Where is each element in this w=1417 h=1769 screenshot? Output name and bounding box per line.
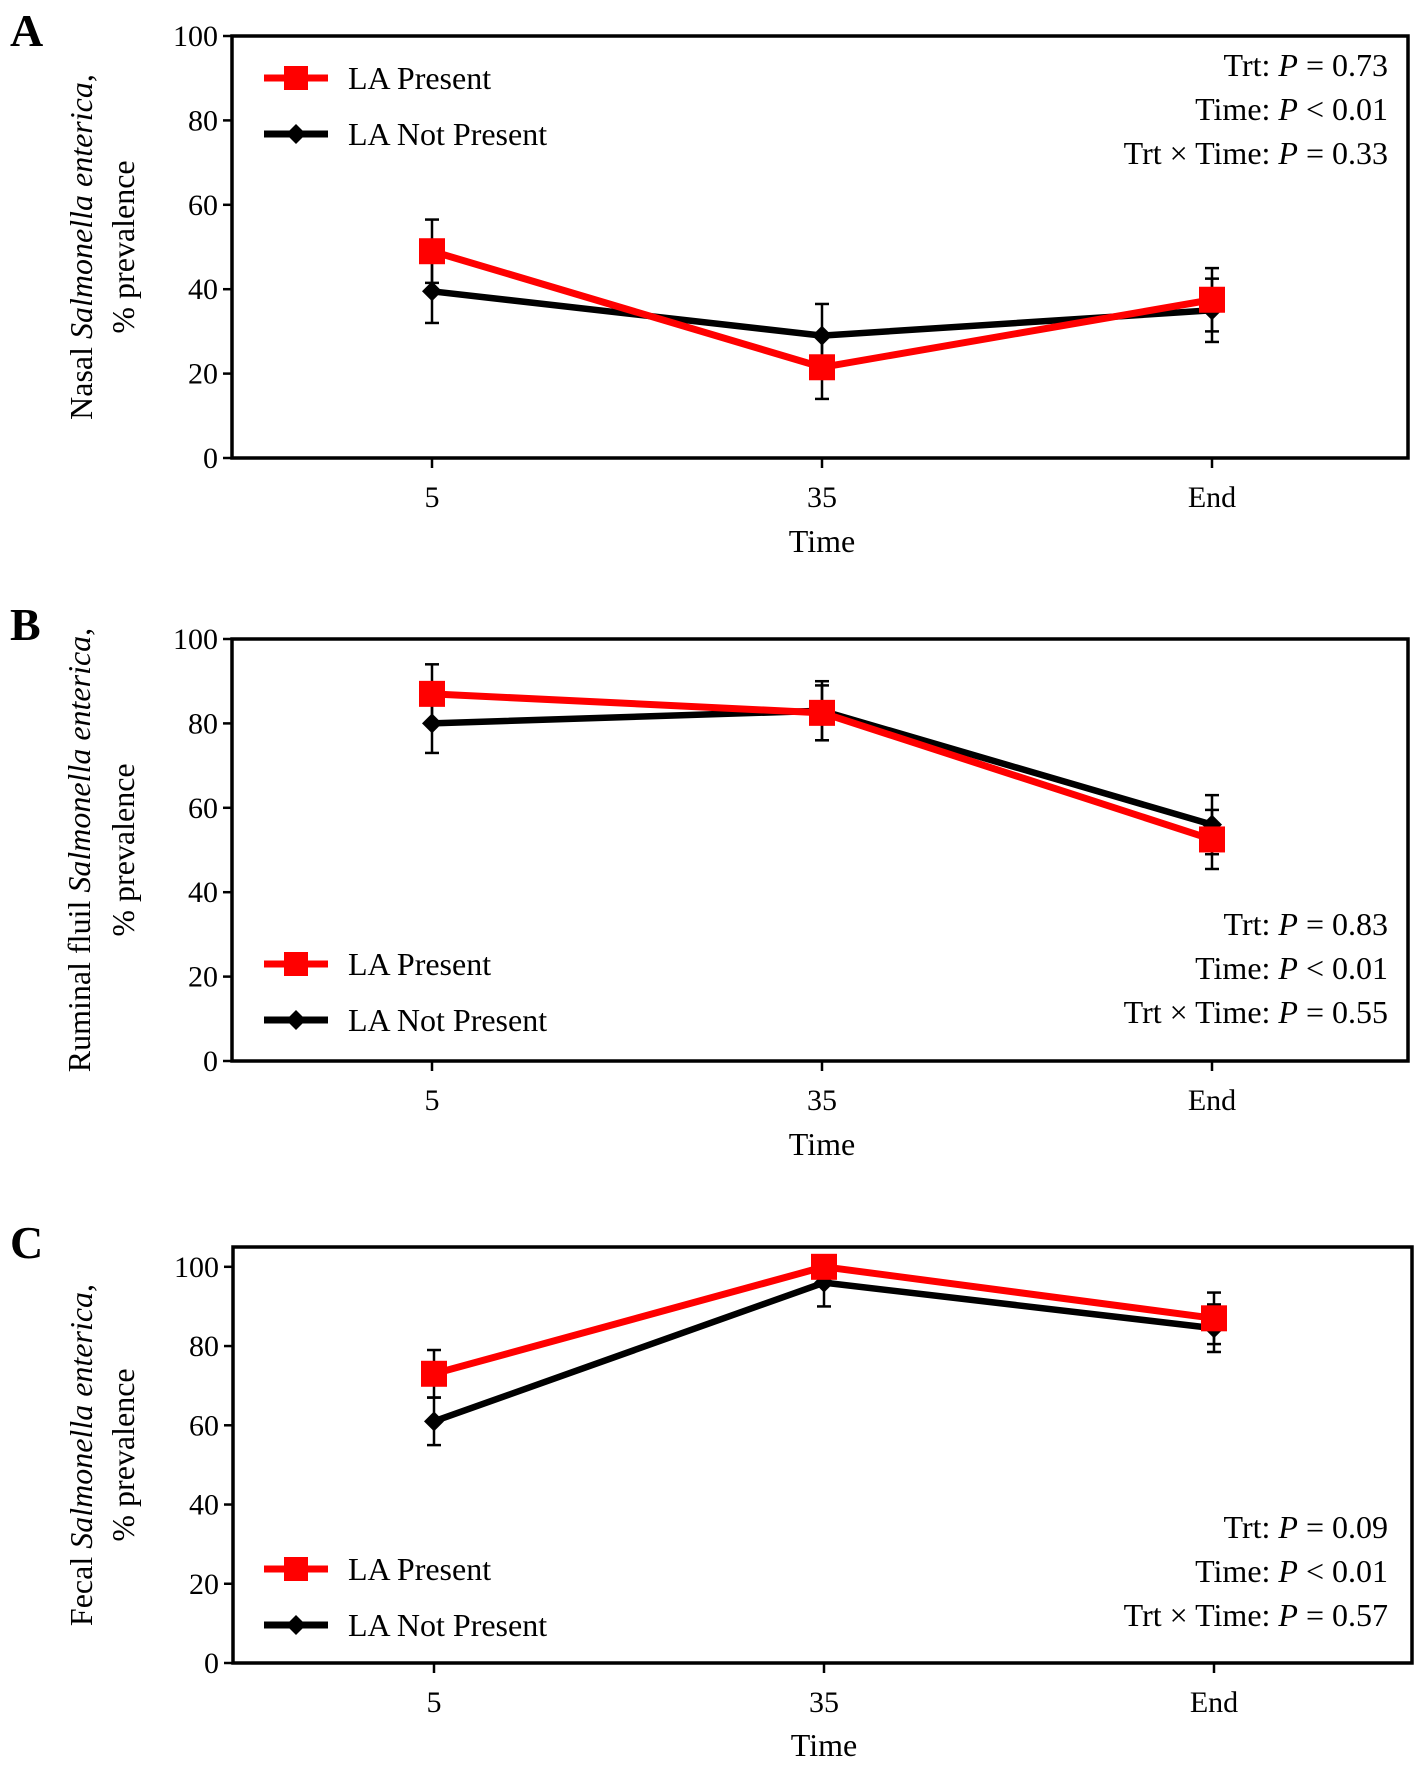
legend-label: LA Not Present (348, 116, 547, 152)
y-tick-label: 100 (174, 1251, 219, 1284)
data-point (811, 1253, 837, 1280)
y-axis-label-line2: % prevalence (105, 160, 141, 333)
x-tick-label: 5 (427, 1686, 442, 1719)
series-la-not-present (424, 1257, 1224, 1447)
y-tick-label: 80 (188, 104, 218, 137)
legend-item: LA Present (264, 1551, 491, 1587)
y-tick-label: 100 (173, 20, 218, 53)
legend-marker (284, 66, 308, 90)
plot-frame (230, 637, 1410, 1063)
y-tick-label: 100 (173, 623, 218, 656)
legend-marker (286, 124, 306, 144)
x-tick-label: End (1188, 1084, 1236, 1117)
y-tick-label: 20 (188, 961, 218, 994)
y-axis-label-line2: % prevalence (105, 763, 141, 936)
data-point (419, 680, 445, 707)
stat-line: Trt × Time: P = 0.33 (1124, 135, 1388, 171)
stat-line: Time: P < 0.01 (1195, 91, 1388, 127)
legend-marker (284, 952, 308, 976)
series-la-present (419, 218, 1225, 401)
stat-line: Time: P < 0.01 (1195, 1553, 1388, 1589)
legend-item: LA Not Present (264, 1002, 547, 1038)
legend-item: LA Present (264, 60, 491, 96)
y-tick-label: 20 (189, 1568, 219, 1601)
data-point (419, 238, 445, 265)
y-axis-label: Nasal Salmonella enterica, (63, 74, 99, 420)
legend-label: LA Not Present (348, 1002, 547, 1038)
plot-frame (230, 34, 1410, 460)
x-axis-label: Time (789, 523, 855, 559)
legend-item: LA Present (264, 946, 491, 982)
x-tick-label: 5 (425, 481, 440, 514)
y-axis-label: Ruminal fluil Salmonella enterica, (61, 628, 97, 1072)
y-tick-label: 60 (188, 792, 218, 825)
y-tick-label: 40 (188, 876, 218, 909)
legend-item: LA Not Present (264, 116, 547, 152)
data-point (1201, 1305, 1227, 1332)
data-point (1199, 286, 1225, 313)
y-tick-label: 0 (204, 1647, 219, 1680)
data-point (422, 281, 442, 302)
legend-label: LA Present (348, 946, 491, 982)
series-la-present (421, 1253, 1227, 1399)
data-point (1199, 826, 1225, 853)
x-axis-label: Time (791, 1727, 857, 1763)
data-point (424, 1411, 444, 1432)
legend-label: LA Not Present (348, 1607, 547, 1643)
stat-line: Trt: P = 0.73 (1224, 47, 1388, 83)
panel-letter: C (10, 1217, 43, 1268)
y-tick-label: 60 (189, 1409, 219, 1442)
y-tick-label: 80 (188, 707, 218, 740)
stat-line: Trt: P = 0.83 (1224, 906, 1388, 942)
stat-line: Trt × Time: P = 0.55 (1124, 994, 1388, 1030)
x-tick-label: 35 (807, 1084, 837, 1117)
y-tick-label: 20 (188, 358, 218, 391)
y-tick-label: 0 (203, 1045, 218, 1078)
legend-marker (286, 1010, 306, 1030)
panel-b: B 0 20 40 60 80 100 5 35 End Time Ruminal fluil Sal… (10, 599, 1410, 1162)
data-point (809, 699, 835, 726)
panel-letter: A (10, 5, 43, 56)
data-point (809, 354, 835, 381)
x-axis-label: Time (789, 1126, 855, 1162)
stat-line: Trt × Time: P = 0.57 (1124, 1597, 1388, 1633)
panel-c: C 0 20 40 60 80 100 5 35 End Time Fecal Salmonella … (10, 1217, 1414, 1763)
y-tick-label: 80 (189, 1330, 219, 1363)
legend-label: LA Present (348, 60, 491, 96)
y-tick-label: 40 (188, 273, 218, 306)
legend-label: LA Present (348, 1551, 491, 1587)
data-point (421, 1360, 447, 1387)
x-tick-label: 35 (809, 1686, 839, 1719)
x-tick-label: End (1188, 481, 1236, 514)
y-tick-label: 60 (188, 189, 218, 222)
series-la-present (419, 663, 1225, 871)
y-tick-label: 40 (189, 1489, 219, 1522)
stat-line: Time: P < 0.01 (1195, 950, 1388, 986)
panel-a: A 0 20 40 60 80 100 5 35 End Time Nasal Salmonella … (10, 5, 1410, 559)
legend-marker (284, 1557, 308, 1581)
legend-marker (286, 1615, 306, 1635)
y-axis-label: Fecal Salmonella enterica, (63, 1284, 99, 1626)
x-tick-label: 35 (807, 481, 837, 514)
x-tick-label: 5 (425, 1084, 440, 1117)
plot-frame (231, 1245, 1414, 1665)
panel-letter: B (10, 599, 41, 650)
y-tick-label: 0 (203, 442, 218, 475)
stat-line: Trt: P = 0.09 (1224, 1509, 1388, 1545)
x-tick-label: End (1190, 1686, 1238, 1719)
y-axis-label-line2: % prevalence (105, 1368, 141, 1541)
legend-item: LA Not Present (264, 1607, 547, 1643)
